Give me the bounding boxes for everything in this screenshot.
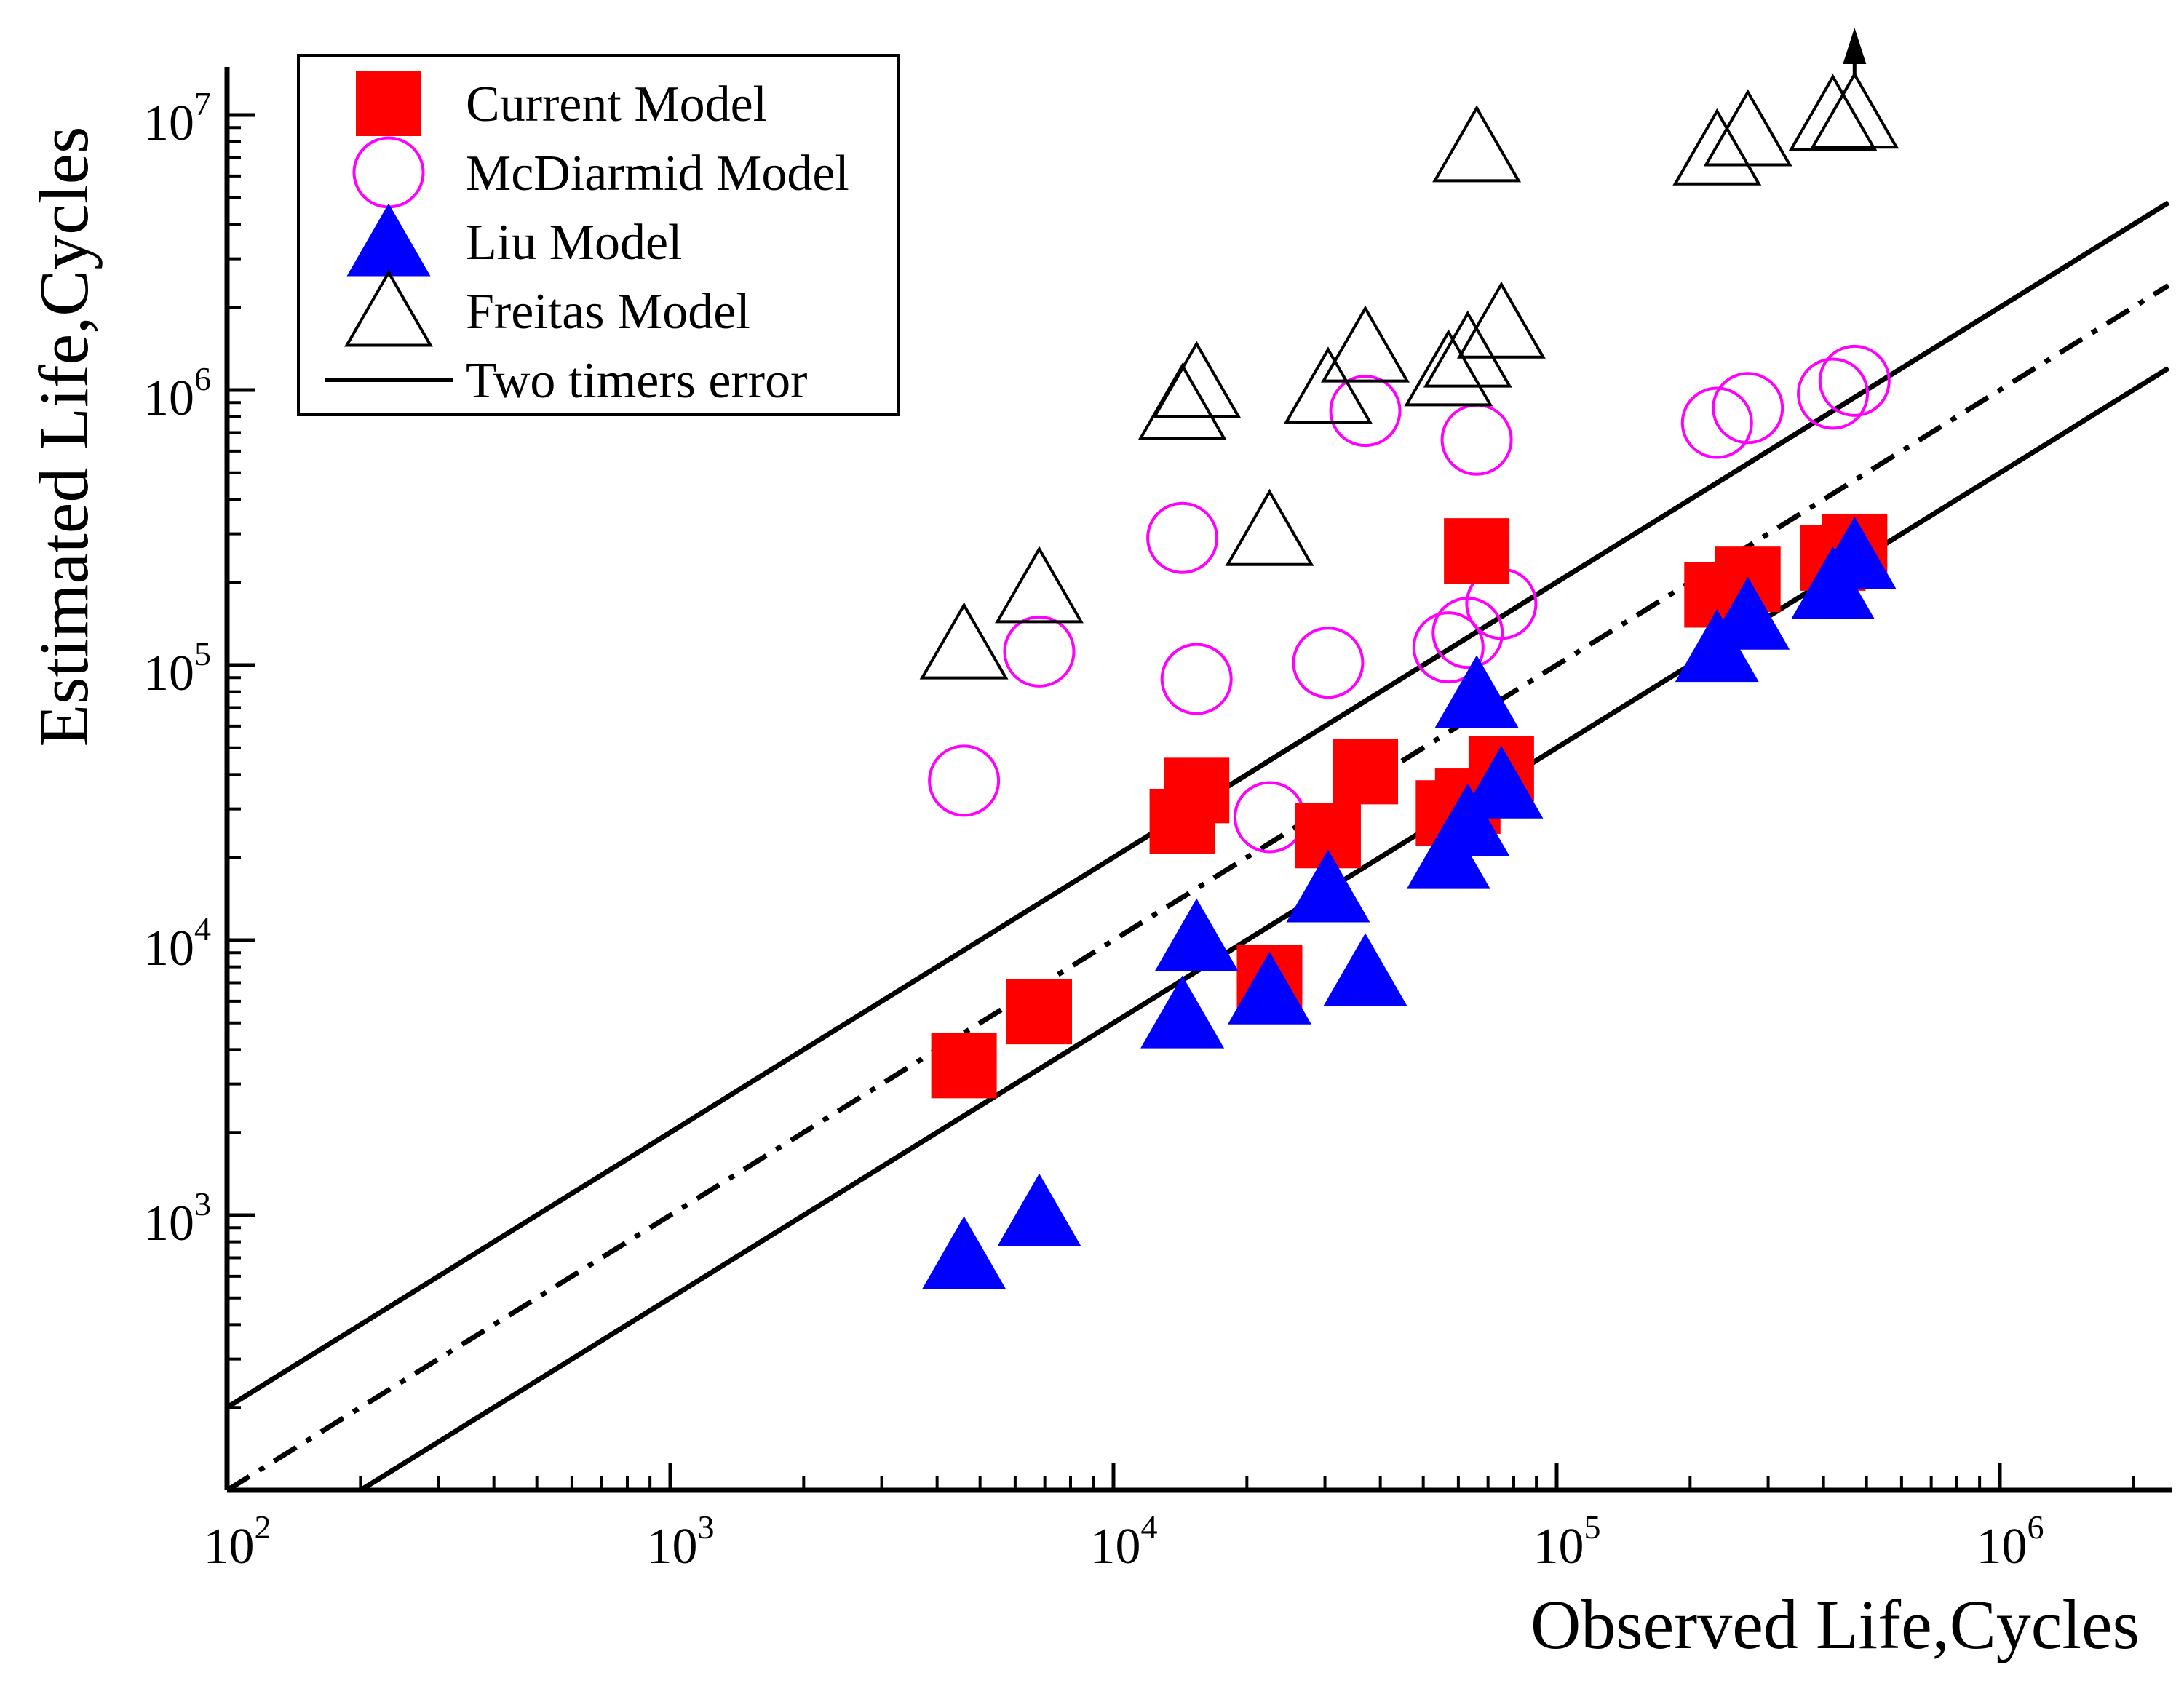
mcdiarmid-model-point bbox=[1292, 627, 1365, 699]
freitas-model-point bbox=[1456, 281, 1546, 359]
liu-model-point bbox=[922, 1216, 1006, 1289]
two-timers-error-line bbox=[359, 366, 2170, 1490]
liu-model-point bbox=[1323, 933, 1407, 1006]
mcdiarmid-model-point bbox=[1797, 357, 1870, 430]
current-model-point bbox=[1333, 739, 1399, 805]
freitas-model-point bbox=[1321, 305, 1410, 383]
legend-current-model-swatch bbox=[356, 71, 421, 136]
current-model-point bbox=[931, 1033, 997, 1099]
legend: Current Model McDiarmid Model Liu Model Fre… bbox=[297, 54, 900, 416]
legend-liu-model-label: Liu Model bbox=[466, 215, 682, 271]
liu-model-point bbox=[1140, 975, 1225, 1049]
x-tick-label: 102 bbox=[204, 1508, 271, 1575]
mcdiarmid-model-point bbox=[1818, 344, 1891, 417]
mcdiarmid-model-point bbox=[1003, 615, 1076, 688]
liu-model-point bbox=[1426, 783, 1510, 856]
freitas-model-point bbox=[1152, 341, 1242, 418]
liu-model-point bbox=[1154, 898, 1239, 971]
legend-mcdiarmid-model-label: McDiarmid Model bbox=[466, 146, 849, 202]
mcdiarmid-model-point bbox=[1412, 611, 1485, 684]
freitas-model-point bbox=[1137, 362, 1227, 440]
freitas-model-point bbox=[1225, 488, 1314, 566]
freitas-model-point bbox=[1432, 105, 1522, 183]
y-tick-label: 107 bbox=[143, 85, 211, 151]
legend-freitas-model-label: Freitas Model bbox=[466, 284, 750, 340]
liu-model-point bbox=[1286, 849, 1370, 923]
x-tick-label: 103 bbox=[647, 1508, 715, 1575]
data-points bbox=[919, 71, 1899, 1289]
freitas-model-point bbox=[919, 602, 1009, 680]
liu-model-point bbox=[997, 1173, 1081, 1246]
x-tick-label: 104 bbox=[1090, 1508, 1158, 1575]
liu-model-point bbox=[1706, 576, 1790, 650]
x-tick-label: 106 bbox=[1977, 1508, 2044, 1575]
liu-model-point bbox=[1434, 655, 1519, 728]
current-model-point bbox=[1006, 979, 1072, 1045]
freitas-model-point bbox=[1404, 329, 1493, 407]
legend-two-timers-error-label: Two timers error bbox=[466, 353, 807, 409]
y-tick-label: 103 bbox=[143, 1185, 211, 1252]
axes-layer: 102 103 104 105 106 103 104 105 106 107 bbox=[143, 67, 2172, 1575]
y-axis-title: Estimated Life,Cycles bbox=[25, 126, 103, 747]
mcdiarmid-model-point bbox=[1160, 643, 1233, 715]
current-model-point bbox=[1444, 518, 1510, 584]
freitas-model-point bbox=[995, 546, 1084, 624]
liu-model-point bbox=[1227, 951, 1311, 1025]
y-tick-label: 104 bbox=[143, 910, 211, 977]
legend-liu-model-swatch bbox=[346, 203, 431, 277]
freitas-model-point bbox=[1788, 73, 1878, 151]
y-tick-label: 106 bbox=[143, 360, 211, 426]
mcdiarmid-model-point bbox=[1329, 375, 1402, 448]
perfect-agreement-line bbox=[227, 283, 2170, 1490]
freitas-model-point bbox=[1672, 108, 1762, 186]
annotations bbox=[1843, 28, 1867, 78]
liu-model-point bbox=[1812, 516, 1897, 589]
freitas-model-point bbox=[1283, 346, 1373, 424]
legend-freitas-model-swatch bbox=[344, 269, 433, 347]
current-model-point bbox=[1164, 757, 1230, 824]
freitas-model-point bbox=[1423, 310, 1512, 388]
liu-model-point bbox=[1459, 745, 1544, 819]
freitas-model-point bbox=[1810, 71, 1899, 149]
legend-current-model-label: Current Model bbox=[466, 76, 767, 132]
y-tick-label: 105 bbox=[143, 635, 211, 701]
mcdiarmid-model-point bbox=[1712, 372, 1784, 445]
freitas-model-point bbox=[1703, 89, 1792, 167]
mcdiarmid-model-point bbox=[1680, 386, 1753, 459]
mcdiarmid-model-point bbox=[928, 744, 1001, 817]
x-tick-label: 105 bbox=[1533, 1508, 1601, 1575]
mcdiarmid-model-point bbox=[1440, 403, 1513, 476]
mcdiarmid-model-point bbox=[1146, 501, 1219, 574]
arrow-up-head bbox=[1843, 28, 1867, 64]
x-axis-title: Observed Life,Cycles bbox=[1530, 1586, 2140, 1663]
